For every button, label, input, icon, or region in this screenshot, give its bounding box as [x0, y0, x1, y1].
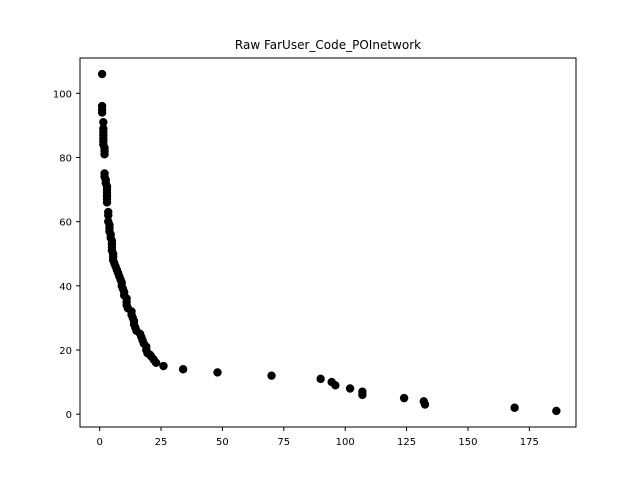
x-tick-label: 25: [155, 437, 168, 448]
y-tick-label: 0: [66, 410, 72, 421]
x-tick-label: 125: [397, 437, 416, 448]
y-tick-label: 60: [59, 218, 72, 229]
data-point: [358, 390, 367, 400]
x-tick-label: 175: [520, 437, 539, 448]
x-tick-label: 50: [216, 437, 229, 448]
data-point: [399, 393, 409, 403]
data-point: [420, 400, 430, 409]
data-point: [331, 381, 340, 390]
data-point: [316, 374, 325, 384]
data-point: [104, 211, 113, 220]
x-tick-label: 100: [336, 437, 355, 448]
plot-frame: [79, 57, 577, 428]
axes-layer: 0 25 50 75 100 125 150 175 0 20 40 60 80 100: [53, 57, 577, 448]
y-tick-label: 100: [53, 89, 72, 100]
x-tick-label: 150: [458, 437, 477, 448]
data-point: [100, 150, 109, 159]
y-tick-label: 20: [59, 346, 72, 357]
data-point: [213, 368, 222, 377]
data-point: [510, 403, 519, 412]
data-point: [97, 108, 107, 117]
y-tick-label: 80: [59, 153, 72, 164]
y-tick-label: 40: [59, 282, 72, 293]
data-point: [178, 365, 188, 374]
chart-title: Raw FarUser_Code_POInetwork: [235, 38, 421, 52]
data-point: [159, 361, 168, 371]
data-point: [151, 358, 161, 368]
data-point: [345, 384, 355, 393]
data-point: [267, 371, 276, 380]
data-point: [552, 406, 561, 416]
x-tick-label: 0: [96, 437, 102, 448]
data-point: [99, 117, 108, 127]
x-tick-label: 75: [277, 437, 290, 448]
data-point: [97, 69, 107, 79]
points-layer: [97, 69, 561, 416]
data-point: [102, 198, 112, 207]
